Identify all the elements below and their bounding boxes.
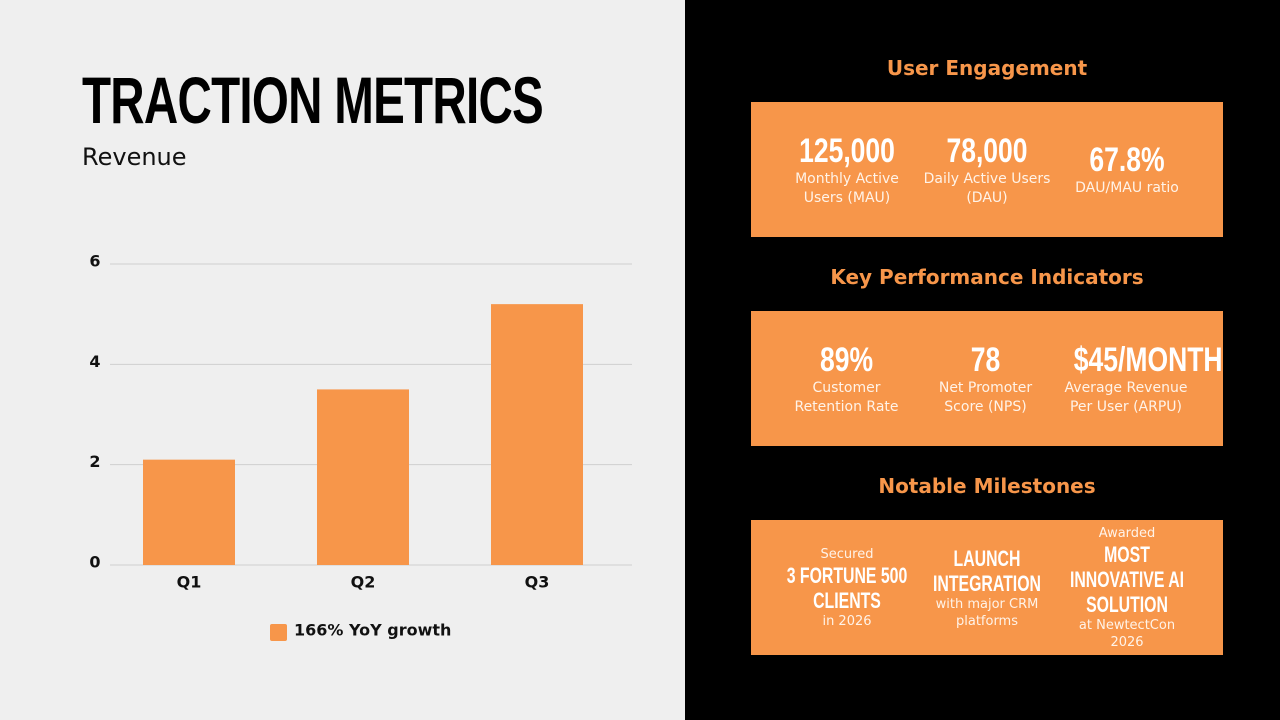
chart: 0 2 4 6 Q1 Q2 Q3 166% YoY growth	[89, 252, 632, 641]
metric-item: Secured 3 FORTUNE 500 CLIENTS in 2026	[781, 546, 913, 630]
metric-item: 67.8% DAU/MAU ratio	[1061, 141, 1193, 198]
metric-box: Secured 3 FORTUNE 500 CLIENTS in 2026 LAUNC…	[751, 520, 1223, 655]
subtitle: Revenue	[82, 143, 187, 171]
metric-label: Monthly Active Users (MAU)	[795, 170, 899, 206]
metric-item: Awarded MOST INNOVATIVE AI SOLUTION at New…	[1061, 525, 1193, 651]
metric-value: 67.8%	[1089, 141, 1165, 179]
title: TRACTION METRICS	[82, 63, 544, 137]
metric-value: 125,000	[799, 131, 895, 170]
metric-label: Average Revenue Per User (ARPU)	[1064, 379, 1188, 415]
x-tick-label: Q3	[525, 573, 550, 592]
right-panel: User Engagement 125,000 Monthly Active Use…	[685, 0, 1280, 720]
milestone-headline: LAUNCH INTEGRATION	[933, 545, 1041, 596]
metric-box: 89% Customer Retention Rate 78 Net Promoter…	[751, 311, 1223, 446]
metric-value: 78,000	[946, 131, 1028, 170]
milestone-post: in 2026	[822, 613, 872, 629]
bar	[143, 459, 235, 565]
x-tick-label: Q2	[351, 573, 376, 592]
metric-item: LAUNCH INTEGRATION with major CRM platfor…	[921, 546, 1053, 630]
legend-label: 166% YoY growth	[294, 621, 451, 640]
section-heading: User Engagement	[886, 56, 1088, 80]
left-panel: TRACTION METRICS Revenue 0 2 4 6 Q1 Q2 Q3 166% …	[0, 0, 685, 720]
milestone-headline: 3 FORTUNE 500 CLIENTS	[786, 562, 908, 613]
y-tick-label: 6	[89, 252, 100, 271]
section-heading: Notable Milestones	[878, 474, 1096, 498]
section-heading: Key Performance Indicators	[830, 265, 1144, 289]
bar	[491, 304, 583, 565]
y-tick-label: 0	[89, 553, 100, 572]
metric-value: 89%	[819, 340, 874, 379]
bar	[317, 389, 409, 565]
milestone-headline: MOST INNOVATIVE AI SOLUTION	[1069, 541, 1185, 617]
metric-value: $45/MONTH	[1073, 340, 1223, 379]
metric-item: $45/MONTH Average Revenue Per User (ARPU)	[1059, 340, 1223, 417]
metric-box: 125,000 Monthly Active Users (MAU) 78,000 D…	[751, 102, 1223, 237]
x-tick-label: Q1	[177, 573, 202, 592]
metric-item: 78 Net Promoter Score (NPS)	[920, 341, 1051, 417]
y-tick-label: 2	[89, 452, 100, 471]
legend-swatch	[270, 624, 287, 641]
metric-item: 89% Customer Retention Rate	[781, 341, 912, 417]
metric-label: Net Promoter Score (NPS)	[938, 379, 1033, 415]
metric-value: 78	[970, 340, 1001, 379]
metric-label: Customer Retention Rate	[794, 379, 899, 415]
metric-label: Daily Active Users (DAU)	[923, 170, 1051, 206]
metric-item: 78,000 Daily Active Users (DAU)	[921, 132, 1053, 208]
milestone-post: with major CRM platforms	[935, 596, 1039, 629]
metric-label: DAU/MAU ratio	[1075, 180, 1179, 196]
metric-item: 125,000 Monthly Active Users (MAU)	[781, 132, 913, 208]
y-tick-label: 4	[89, 352, 100, 371]
milestone-post: at NewtectCon 2026	[1078, 617, 1176, 650]
milestone-pre: Awarded	[1098, 525, 1156, 541]
milestone-pre: Secured	[820, 546, 874, 562]
